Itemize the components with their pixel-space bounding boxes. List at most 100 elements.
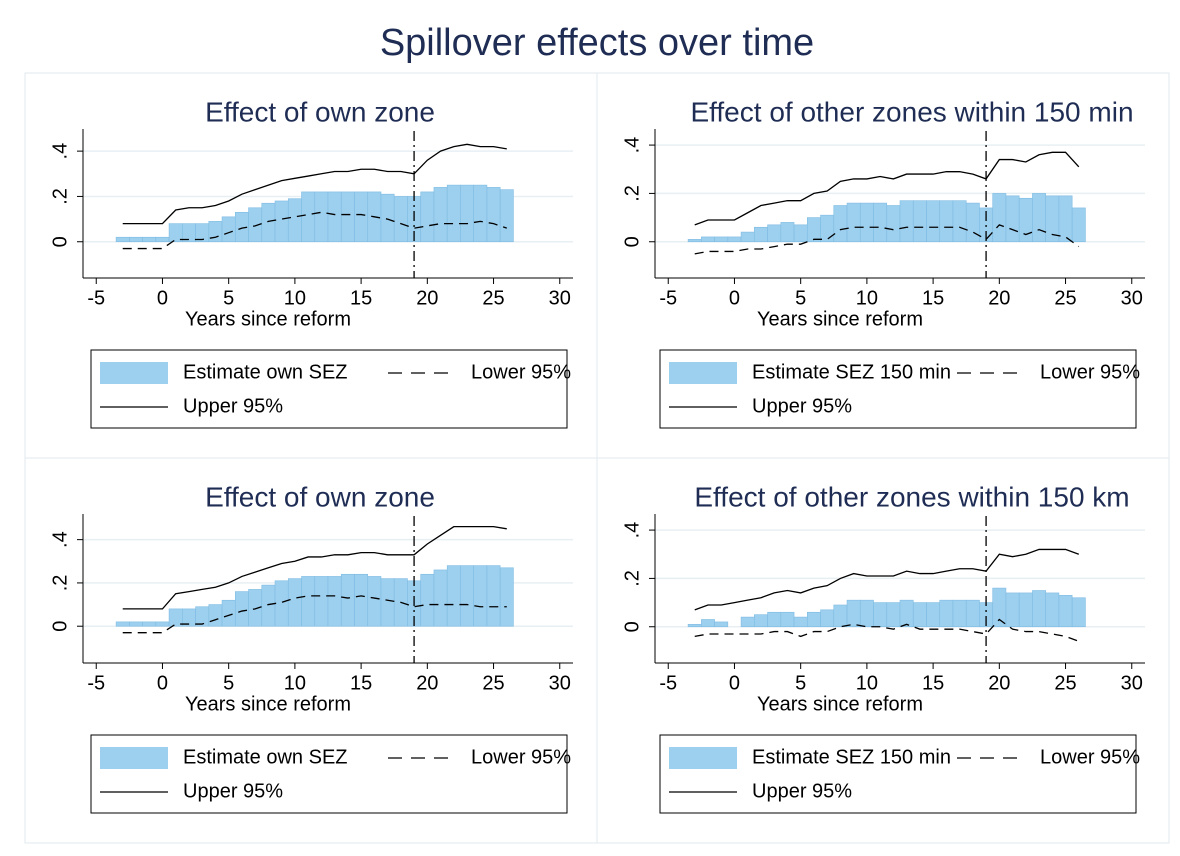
legend: [90, 734, 568, 814]
y-tick-label: .2: [621, 570, 643, 587]
x-tick-label: 25: [1054, 672, 1076, 694]
bar: [687, 624, 702, 628]
bar: [714, 621, 729, 628]
bar: [992, 193, 1007, 243]
y-tick-label: 0: [49, 621, 71, 632]
bar: [155, 236, 170, 243]
line: [694, 224, 1080, 255]
x-axis-label: Years since reform: [757, 693, 923, 715]
legend-label: Estimate SEZ 150 min: [752, 361, 951, 383]
bar: [1071, 207, 1086, 243]
y-tick-label: 0: [621, 621, 643, 632]
y-tick-label: 0: [621, 236, 643, 247]
bar: [833, 205, 848, 243]
bar: [340, 573, 355, 627]
bar: [1005, 195, 1020, 243]
x-tick-label: 15: [350, 287, 372, 309]
x-tick-label: 20: [416, 672, 438, 694]
legend-swatch: [669, 747, 737, 769]
bar: [287, 578, 302, 627]
bar: [926, 602, 941, 628]
panel: Effect of own zone 0 .2 .4 -5 0 5 10 15 20 25 30 Yea…: [24, 72, 598, 459]
legend-label: Upper 95%: [183, 395, 283, 417]
bar: [115, 236, 130, 243]
y-tick-label: .4: [621, 522, 643, 539]
x-tick-label: -5: [659, 672, 677, 694]
bar: [740, 616, 755, 628]
bar: [846, 599, 861, 628]
x-tick-label: 0: [729, 672, 740, 694]
x-tick-label: 15: [350, 672, 372, 694]
y-tick-label: .4: [621, 137, 643, 154]
bar: [1032, 193, 1046, 243]
bar: [473, 565, 488, 627]
panel-title: Effect of other zones within 150 min: [690, 96, 1133, 127]
bar: [354, 573, 369, 627]
x-tick-label: -5: [87, 287, 105, 309]
panel: Effect of own zone 0 .2 .4 -5 0 5 10 15 20 25 30 Yea…: [24, 457, 598, 844]
panel-title: Effect of other zones within 150 km: [694, 481, 1129, 512]
bar: [820, 609, 835, 628]
x-tick-label: 10: [284, 672, 306, 694]
bar: [420, 191, 435, 243]
legend: [659, 349, 1137, 429]
legend-label: Upper 95%: [752, 395, 852, 417]
bar: [701, 236, 715, 243]
bar: [301, 576, 316, 627]
bar: [433, 187, 448, 243]
legend-label: Lower 95%: [1040, 746, 1140, 768]
bar: [939, 200, 954, 243]
x-axis-label: Years since reform: [185, 693, 351, 715]
bar: [367, 576, 382, 627]
bar: [687, 239, 702, 243]
bar: [142, 236, 157, 243]
bar: [767, 611, 782, 628]
bar: [1058, 195, 1073, 243]
x-tick-label: 0: [729, 287, 740, 309]
x-tick-label: 30: [1121, 287, 1143, 309]
bar: [155, 621, 170, 627]
bar: [380, 193, 395, 243]
x-tick-label: 5: [223, 287, 234, 309]
x-tick-label: 10: [856, 672, 878, 694]
legend-label: Upper 95%: [752, 780, 852, 802]
x-tick-label: 20: [988, 672, 1010, 694]
bar: [886, 602, 901, 628]
bar: [261, 202, 276, 243]
x-tick-label: -5: [659, 287, 677, 309]
bar: [129, 621, 143, 627]
x-tick-label: 25: [1054, 287, 1076, 309]
legend-label: Lower 95%: [471, 361, 571, 383]
bar: [460, 565, 474, 627]
bar: [754, 614, 768, 628]
line: [694, 618, 1080, 642]
legend: [659, 734, 1137, 814]
bar: [1018, 592, 1033, 628]
bar: [420, 573, 435, 627]
legend-swatch: [100, 747, 168, 769]
bar: [1005, 592, 1020, 628]
bar: [939, 599, 954, 628]
line: [122, 211, 507, 250]
bar: [833, 604, 848, 628]
bar: [793, 224, 808, 243]
bar: [767, 224, 782, 243]
bar: [701, 619, 715, 628]
bar: [754, 226, 768, 243]
bar: [899, 200, 914, 243]
x-tick-label: 25: [482, 287, 504, 309]
bar: [314, 191, 329, 243]
legend-label: Estimate own SEZ: [183, 361, 348, 383]
bar: [965, 599, 980, 628]
bar: [274, 580, 289, 627]
y-tick-label: .2: [49, 188, 71, 205]
panel-title: Effect of own zone: [205, 96, 435, 127]
bar: [846, 202, 861, 243]
bar: [859, 202, 874, 243]
bar: [793, 616, 808, 628]
bar: [473, 184, 488, 243]
bar: [780, 222, 795, 243]
bar: [274, 200, 289, 243]
bar: [314, 576, 329, 627]
legend-label: Estimate own SEZ: [183, 746, 348, 768]
